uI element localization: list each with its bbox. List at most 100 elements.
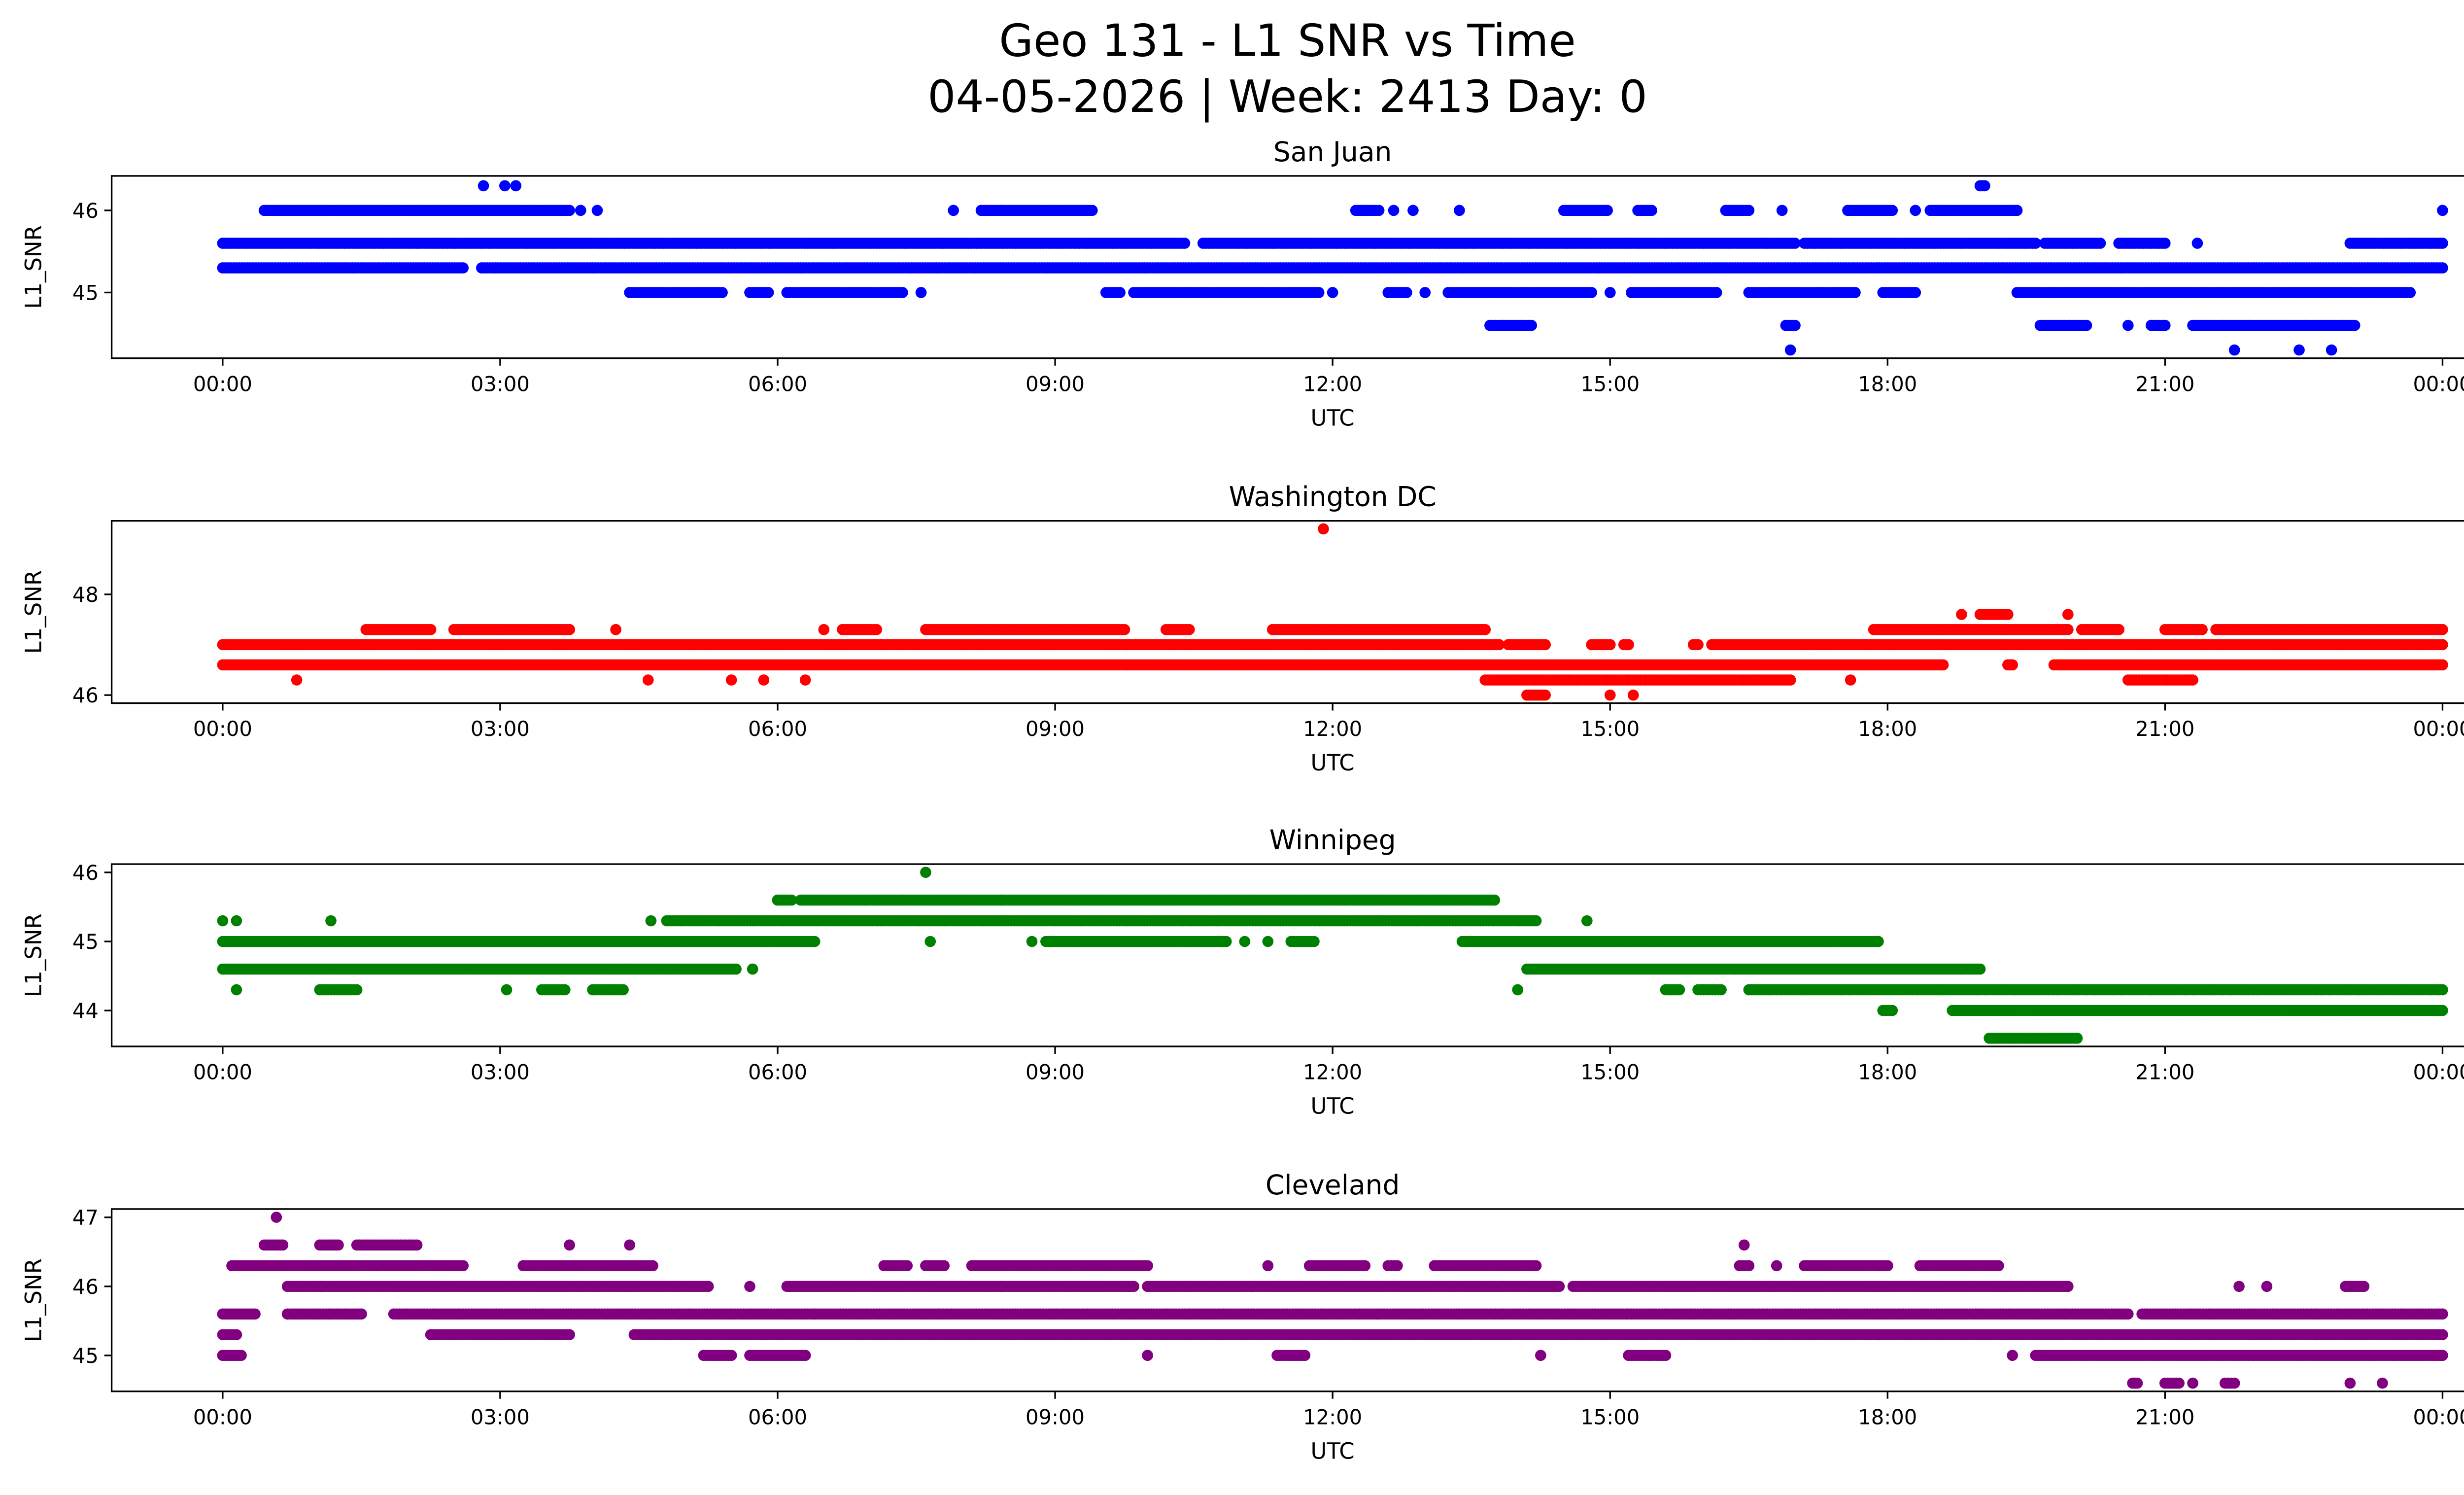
data-point <box>2113 624 2124 635</box>
data-point <box>2437 238 2448 249</box>
data-point <box>2159 319 2171 331</box>
subplot-title: San Juan <box>1273 136 1392 168</box>
data-point <box>725 674 737 686</box>
data-point <box>2437 659 2448 671</box>
data-point <box>1627 689 1639 701</box>
x-tick-label: 00:00 <box>193 372 252 396</box>
data-point <box>2191 238 2203 249</box>
y-axis-label: L1_SNR <box>20 225 46 309</box>
subplot-title: Winnipeg <box>1269 824 1396 856</box>
data-point <box>457 262 469 274</box>
subplot-title: Washington DC <box>1229 481 1437 513</box>
data-point <box>1479 624 1491 635</box>
y-tick-label: 46 <box>72 199 99 223</box>
data-point <box>1604 689 1616 701</box>
data-point <box>1873 936 1884 947</box>
data-point <box>1318 523 1329 535</box>
data-point <box>1183 624 1195 635</box>
data-point <box>510 180 521 192</box>
data-point <box>1220 936 1232 947</box>
data-point <box>1784 344 1796 356</box>
data-point <box>499 180 511 192</box>
data-point <box>2062 609 2074 620</box>
data-point <box>2437 262 2448 274</box>
data-point <box>425 624 437 635</box>
data-point <box>871 624 883 635</box>
data-point <box>915 287 927 298</box>
data-point <box>1586 287 1597 298</box>
data-point <box>1937 659 1949 671</box>
data-point <box>2187 674 2198 686</box>
data-point <box>1646 205 1657 216</box>
data-point <box>1526 319 1538 331</box>
data-point <box>564 624 575 635</box>
data-point <box>1308 936 1320 947</box>
y-axis-label: L1_SNR <box>20 570 46 654</box>
y-tick-label: 46 <box>72 683 99 707</box>
x-tick-label: 00:00 <box>2413 372 2464 396</box>
data-point <box>1886 205 1898 216</box>
data-point <box>1910 287 1921 298</box>
data-point <box>2081 319 2092 331</box>
data-point <box>799 674 811 686</box>
x-tick-label: 00:00 <box>193 717 252 741</box>
data-point <box>1623 639 1634 651</box>
y-tick-label: 45 <box>72 280 99 305</box>
data-point <box>897 287 908 298</box>
data-point <box>2404 287 2416 298</box>
data-point <box>564 205 575 216</box>
data-point <box>762 287 774 298</box>
data-point <box>575 205 586 216</box>
x-tick-label: 18:00 <box>1858 717 1917 741</box>
data-point <box>1373 205 1385 216</box>
data-point <box>642 674 654 686</box>
x-tick-label: 21:00 <box>2135 717 2194 741</box>
data-point <box>1119 624 1130 635</box>
data-point <box>1910 205 1921 216</box>
figure-title-line1: Geo 131 - L1 SNR vs Time <box>999 15 1575 67</box>
scatter-points <box>217 180 2448 356</box>
data-point <box>1540 639 1551 651</box>
data-point <box>1026 936 1038 947</box>
data-point <box>1711 287 1722 298</box>
data-point <box>1604 287 1616 298</box>
x-tick-label: 21:00 <box>2135 372 2194 396</box>
x-tick-label: 00:00 <box>2413 717 2464 741</box>
data-point <box>758 674 770 686</box>
data-point <box>1454 205 1465 216</box>
data-point <box>1849 287 1861 298</box>
data-point <box>2437 205 2448 216</box>
data-point <box>2349 319 2361 331</box>
data-point <box>2062 624 2074 635</box>
data-point <box>1239 936 1251 947</box>
y-tick-label: 48 <box>72 583 99 607</box>
data-point <box>809 936 821 947</box>
data-point <box>1789 319 1801 331</box>
data-point <box>2159 238 2171 249</box>
data-point <box>1313 287 1325 298</box>
data-point <box>1979 180 1990 192</box>
x-tick-label: 09:00 <box>1026 372 1085 396</box>
data-point <box>1327 287 1338 298</box>
data-point <box>1776 205 1788 216</box>
x-axis-label: UTC <box>1311 750 1355 776</box>
x-tick-label: 18:00 <box>1858 372 1917 396</box>
x-axis-label: UTC <box>1311 405 1355 431</box>
data-point <box>1262 936 1274 947</box>
x-tick-label: 06:00 <box>748 372 807 396</box>
x-tick-label: 12:00 <box>1303 717 1362 741</box>
data-point <box>2196 624 2208 635</box>
data-point <box>1602 205 1613 216</box>
data-point <box>818 624 830 635</box>
data-point <box>1956 609 1967 620</box>
data-point <box>717 287 728 298</box>
data-point <box>1604 639 1616 651</box>
data-point <box>924 936 936 947</box>
data-point <box>591 205 603 216</box>
data-point <box>231 915 242 927</box>
data-point <box>1845 674 1856 686</box>
data-point <box>2122 319 2134 331</box>
data-point <box>1419 287 1431 298</box>
x-tick-label: 03:00 <box>471 372 530 396</box>
